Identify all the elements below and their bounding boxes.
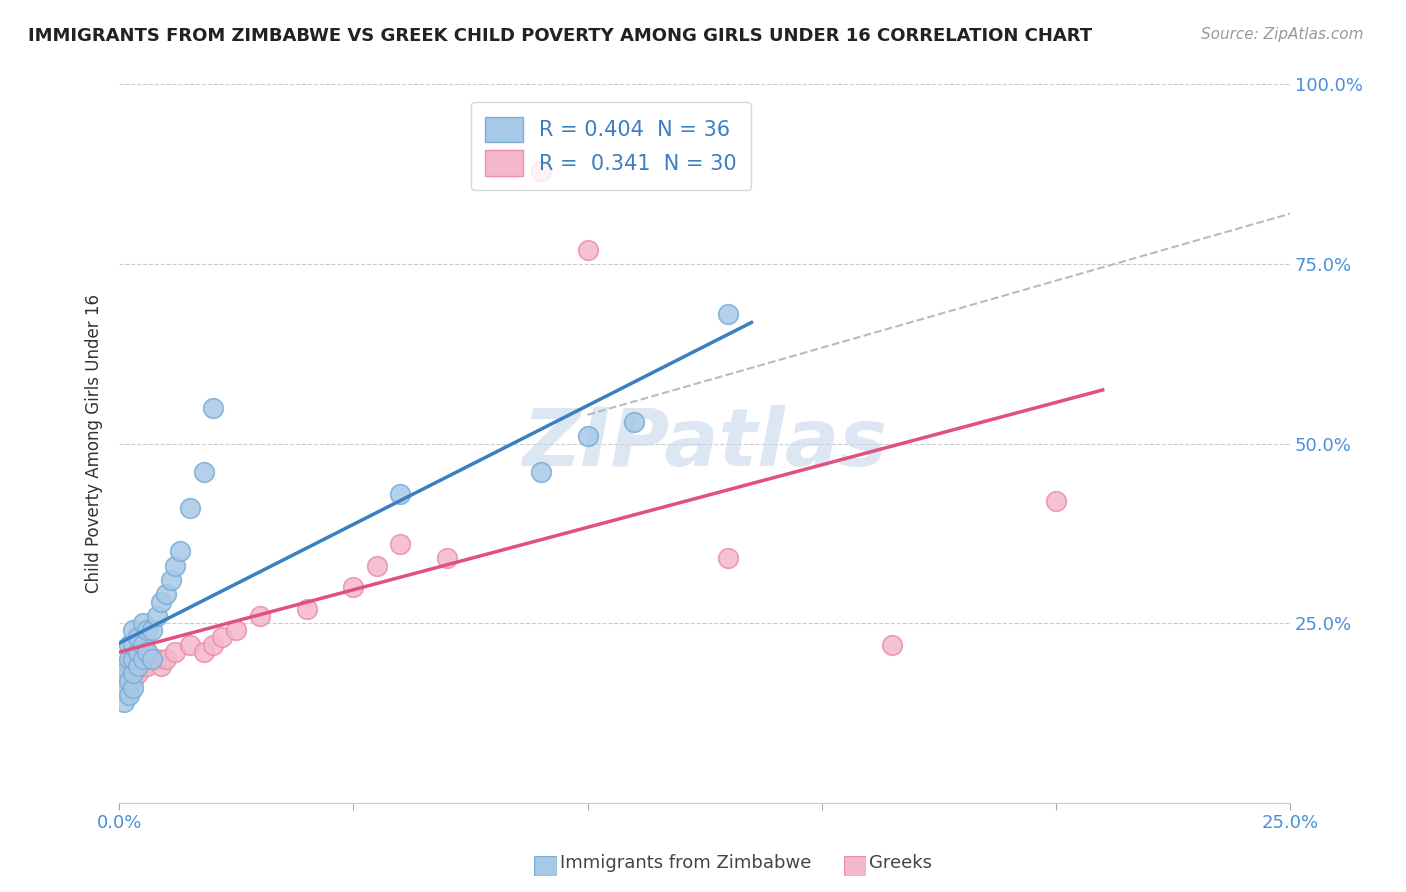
- Point: [159, 573, 181, 587]
- Point: [127, 645, 149, 659]
- Point: [122, 681, 145, 695]
- Point: [155, 652, 177, 666]
- Point: [127, 659, 149, 673]
- Point: [1045, 494, 1067, 508]
- Point: [623, 415, 645, 429]
- Point: [530, 163, 553, 178]
- Text: ZIPatlas: ZIPatlas: [522, 404, 887, 483]
- Point: [530, 465, 553, 479]
- Point: [122, 673, 145, 688]
- Point: [389, 487, 412, 501]
- Point: [342, 580, 364, 594]
- Point: [145, 652, 167, 666]
- Legend: R = 0.404  N = 36, R =  0.341  N = 30: R = 0.404 N = 36, R = 0.341 N = 30: [471, 102, 751, 190]
- Point: [136, 645, 159, 659]
- Text: IMMIGRANTS FROM ZIMBABWE VS GREEK CHILD POVERTY AMONG GIRLS UNDER 16 CORRELATION: IMMIGRANTS FROM ZIMBABWE VS GREEK CHILD …: [28, 27, 1092, 45]
- Point: [201, 638, 224, 652]
- Point: [122, 638, 145, 652]
- Point: [389, 537, 412, 551]
- Point: [112, 659, 135, 673]
- Point: [122, 666, 145, 681]
- Point: [117, 652, 139, 666]
- Point: [150, 594, 173, 608]
- Point: [249, 608, 271, 623]
- Point: [169, 544, 191, 558]
- Point: [122, 624, 145, 638]
- Point: [131, 659, 153, 673]
- Point: [136, 624, 159, 638]
- Point: [131, 652, 153, 666]
- Point: [436, 551, 458, 566]
- Point: [136, 659, 159, 673]
- Point: [211, 631, 233, 645]
- Point: [193, 465, 215, 479]
- Point: [225, 624, 247, 638]
- Point: [141, 624, 163, 638]
- Point: [145, 608, 167, 623]
- Point: [155, 587, 177, 601]
- Point: [117, 666, 139, 681]
- Point: [117, 638, 139, 652]
- Point: [165, 558, 187, 573]
- Point: [122, 652, 145, 666]
- Text: Greeks: Greeks: [869, 855, 932, 872]
- Point: [141, 652, 163, 666]
- Point: [141, 652, 163, 666]
- Point: [717, 551, 740, 566]
- Point: [117, 688, 139, 702]
- Point: [131, 645, 153, 659]
- Point: [112, 695, 135, 709]
- Text: Source: ZipAtlas.com: Source: ZipAtlas.com: [1201, 27, 1364, 42]
- Point: [131, 638, 153, 652]
- Point: [717, 307, 740, 321]
- Point: [179, 501, 201, 516]
- Point: [295, 601, 318, 615]
- Point: [127, 666, 149, 681]
- Point: [179, 638, 201, 652]
- Point: [127, 631, 149, 645]
- Point: [122, 659, 145, 673]
- Point: [117, 673, 139, 688]
- Point: [576, 243, 599, 257]
- Point: [165, 645, 187, 659]
- Point: [366, 558, 388, 573]
- Text: Immigrants from Zimbabwe: Immigrants from Zimbabwe: [560, 855, 811, 872]
- Point: [201, 401, 224, 415]
- Point: [112, 666, 135, 681]
- Point: [193, 645, 215, 659]
- Point: [576, 429, 599, 443]
- Point: [880, 638, 903, 652]
- Y-axis label: Child Poverty Among Girls Under 16: Child Poverty Among Girls Under 16: [86, 294, 103, 593]
- Point: [131, 615, 153, 630]
- Point: [112, 681, 135, 695]
- Point: [150, 659, 173, 673]
- Point: [136, 645, 159, 659]
